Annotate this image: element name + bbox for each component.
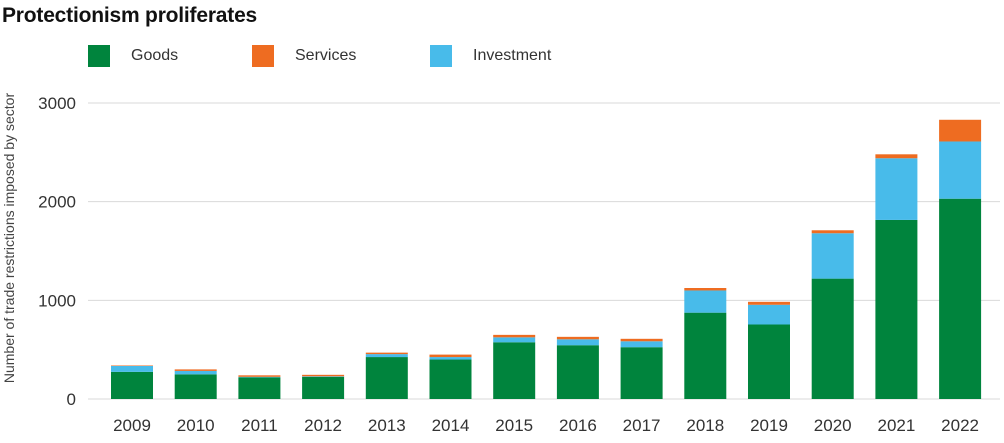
- legend-swatch-goods: [88, 45, 110, 67]
- bar-segment-goods: [748, 324, 790, 399]
- x-tick-label: 2019: [750, 416, 788, 435]
- bar-segment-services: [174, 369, 217, 371]
- x-tick-label: 2016: [559, 416, 597, 435]
- bar-segment-goods: [684, 312, 727, 399]
- legend-label-goods: Goods: [131, 47, 179, 64]
- bar-segment-investment: [365, 354, 408, 358]
- x-tick-label: 2014: [432, 416, 470, 435]
- bar-segment-services: [429, 354, 472, 358]
- bar-segment-goods: [939, 198, 982, 399]
- bar-segment-goods: [493, 342, 536, 399]
- bar-segment-investment: [302, 376, 345, 377]
- bar-segment-services: [748, 301, 790, 305]
- bar-segment-goods: [174, 374, 217, 399]
- bar-segment-investment: [493, 337, 536, 343]
- bar-segment-goods: [556, 345, 599, 399]
- bar-segment-goods: [302, 376, 345, 399]
- legend-swatch-services: [252, 45, 274, 67]
- bar-segment-investment: [875, 158, 918, 220]
- bar-segment-goods: [811, 278, 854, 399]
- bar-segment-goods: [238, 377, 281, 399]
- bar-segment-investment: [429, 357, 472, 360]
- bar-segment-investment: [238, 376, 281, 378]
- bar-segment-services: [302, 374, 345, 377]
- bar-segment-investment: [748, 304, 790, 325]
- bar-segment-services: [556, 336, 599, 340]
- legend-item-services: Services: [252, 44, 356, 68]
- bar-segment-services: [238, 375, 281, 377]
- x-tick-label: 2012: [304, 416, 342, 435]
- x-tick-label: 2015: [495, 416, 533, 435]
- bar-segment-goods: [620, 347, 663, 399]
- x-tick-label: 2010: [177, 416, 215, 435]
- bar-segment-services: [620, 338, 663, 342]
- bar-segment-services: [365, 352, 408, 355]
- y-tick-label: 0: [67, 390, 76, 409]
- x-tick-label: 2018: [686, 416, 724, 435]
- y-tick-label: 3000: [38, 94, 76, 113]
- bar-segment-goods: [111, 371, 153, 399]
- bar-segment-goods: [875, 219, 918, 399]
- bar-segment-goods: [429, 359, 472, 399]
- legend-item-investment: Investment: [430, 44, 551, 68]
- legend-swatch-investment: [430, 45, 452, 67]
- x-tick-label: 2013: [368, 416, 406, 435]
- x-tick-label: 2009: [113, 416, 151, 435]
- bar-segment-investment: [939, 141, 982, 199]
- bar-segment-investment: [111, 365, 153, 372]
- x-tick-label: 2021: [877, 416, 915, 435]
- y-tick-label: 1000: [38, 291, 76, 310]
- legend-label-investment: Investment: [473, 47, 552, 64]
- x-tick-label: 2011: [241, 416, 278, 435]
- x-tick-label: 2020: [814, 416, 852, 435]
- bar-segment-goods: [365, 357, 408, 399]
- legend-label-services: Services: [295, 47, 357, 64]
- bar-segment-investment: [174, 370, 217, 375]
- bar-segment-investment: [620, 341, 663, 348]
- legend-item-goods: Goods: [88, 44, 178, 68]
- bar-segment-services: [811, 230, 854, 234]
- x-tick-label: 2022: [941, 416, 979, 435]
- bar-segment-services: [939, 119, 982, 142]
- chart-title: Protectionism proliferates: [2, 4, 258, 27]
- bar-segment-investment: [556, 339, 599, 346]
- bar-segment-services: [493, 334, 536, 338]
- y-tick-label: 2000: [38, 193, 76, 212]
- bar-segment-investment: [811, 233, 854, 279]
- bar-segment-investment: [684, 290, 727, 313]
- bar-segment-services: [875, 154, 918, 159]
- bar-segment-services: [111, 365, 153, 366]
- x-tick-label: 2017: [623, 416, 661, 435]
- bar-segment-services: [684, 288, 727, 291]
